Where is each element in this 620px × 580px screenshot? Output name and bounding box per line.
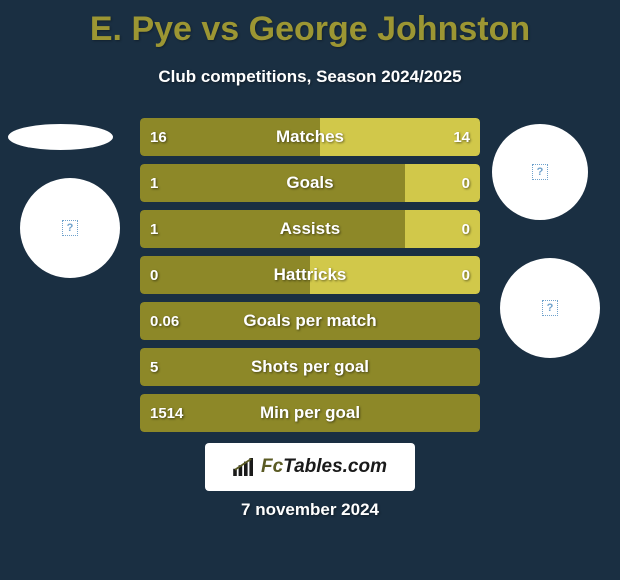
stat-label: Shots per goal	[140, 348, 480, 386]
stat-row: 1Goals0	[140, 164, 480, 202]
stat-label: Hattricks	[140, 256, 480, 294]
logo-text: FcTables.com	[261, 456, 387, 478]
stat-label: Assists	[140, 210, 480, 248]
date-line: 7 november 2024	[0, 500, 620, 520]
shield-placeholder-icon: ?	[542, 300, 558, 316]
page-title: E. Pye vs George Johnston	[0, 0, 620, 49]
stat-value-right: 14	[453, 118, 470, 156]
stat-label: Goals	[140, 164, 480, 202]
stat-value-right: 0	[462, 256, 470, 294]
stat-row: 0.06Goals per match	[140, 302, 480, 340]
stat-row: 16Matches14	[140, 118, 480, 156]
stats-container: 16Matches141Goals01Assists00Hattricks00.…	[140, 118, 480, 440]
shield-placeholder-icon: ?	[532, 164, 548, 180]
stat-value-right: 0	[462, 164, 470, 202]
stat-value-right: 0	[462, 210, 470, 248]
fctables-logo: FcTables.com	[205, 443, 415, 491]
stat-label: Matches	[140, 118, 480, 156]
stat-row: 1514Min per goal	[140, 394, 480, 432]
page-subtitle: Club competitions, Season 2024/2025	[0, 67, 620, 87]
stat-label: Goals per match	[140, 302, 480, 340]
stat-row: 0Hattricks0	[140, 256, 480, 294]
logo-text-tables: Tables.com	[283, 456, 387, 477]
player1-head-ellipse	[8, 124, 113, 150]
logo-text-fc: Fc	[261, 456, 283, 477]
shield-placeholder-icon: ?	[62, 220, 78, 236]
stat-row: 5Shots per goal	[140, 348, 480, 386]
player1-shield-circle: ?	[20, 178, 120, 278]
player2-shield-circle: ?	[500, 258, 600, 358]
stat-row: 1Assists0	[140, 210, 480, 248]
player2-head-circle: ?	[492, 124, 588, 220]
stat-label: Min per goal	[140, 394, 480, 432]
logo-chart-icon	[233, 458, 255, 476]
